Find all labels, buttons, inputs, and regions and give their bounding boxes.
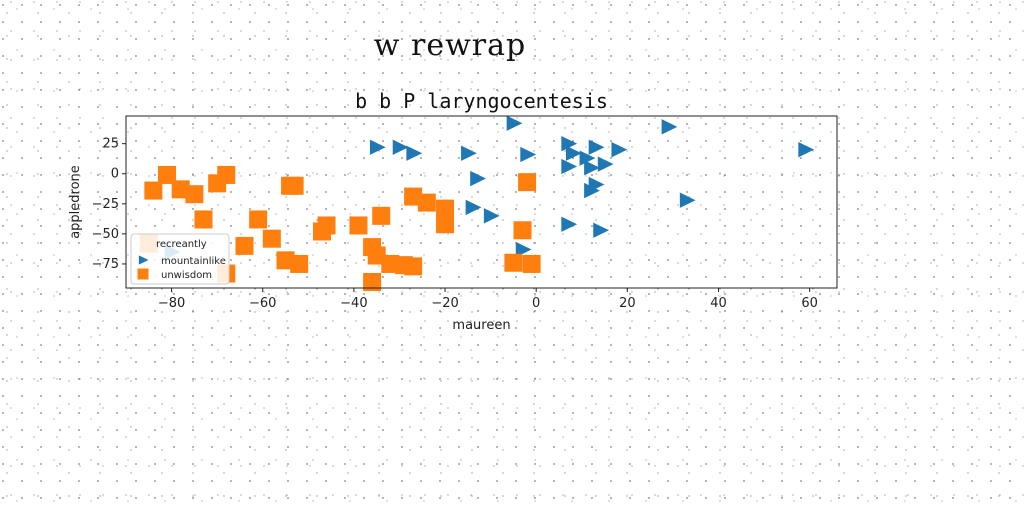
square-point xyxy=(436,215,455,234)
square-point xyxy=(158,165,177,184)
plot-frame xyxy=(125,115,838,289)
square-point xyxy=(194,210,213,229)
triangle-point xyxy=(584,160,600,176)
square-point xyxy=(262,229,281,248)
triangle-point xyxy=(565,145,582,161)
square-point xyxy=(367,246,386,265)
square-point xyxy=(436,199,455,218)
square-point xyxy=(417,193,436,212)
square-point xyxy=(235,236,254,255)
x-tick-label: 0 xyxy=(532,296,540,311)
y-tick-label: −50 xyxy=(92,227,119,242)
square-point xyxy=(513,221,532,240)
x-tick-label: 20 xyxy=(619,296,636,311)
square-point xyxy=(404,257,423,276)
legend-marker xyxy=(138,255,149,265)
square-point xyxy=(381,254,400,273)
x-tick-label: 40 xyxy=(710,296,727,311)
square-point xyxy=(522,254,541,273)
square-point xyxy=(518,173,537,192)
triangle-point xyxy=(579,150,596,166)
legend-entry: mountainlike xyxy=(161,256,226,267)
legend-entry: unwisdom xyxy=(161,270,212,281)
triangle-point xyxy=(798,142,815,158)
legend-marker xyxy=(137,268,149,280)
triangle-point xyxy=(461,145,477,161)
square-point xyxy=(285,176,304,195)
triangle-point xyxy=(406,145,423,161)
triangle-point xyxy=(584,182,600,199)
x-tick-label: −20 xyxy=(431,296,458,311)
triangle-point xyxy=(611,142,628,158)
triangle-point xyxy=(506,115,523,131)
legend: recreantly mountainlike unwisdom xyxy=(130,233,230,285)
square-point xyxy=(363,272,382,291)
square-point xyxy=(372,206,391,225)
triangle-point xyxy=(588,139,605,155)
triangle-point xyxy=(561,158,578,175)
square-point xyxy=(144,181,163,200)
square-point xyxy=(290,254,309,273)
legend-box xyxy=(130,233,230,285)
y-tick-label: −75 xyxy=(92,257,119,272)
triangle-point xyxy=(561,216,578,232)
legend-title: recreantly xyxy=(156,239,207,250)
y-tick-label: −25 xyxy=(92,197,119,212)
square-point xyxy=(504,253,523,272)
square-point xyxy=(249,210,268,229)
square-point xyxy=(185,185,204,204)
x-axis-label: maureen xyxy=(452,318,510,333)
square-point xyxy=(171,180,190,199)
triangle-point xyxy=(465,199,482,216)
triangle-point xyxy=(392,139,409,155)
triangle-point xyxy=(520,146,537,163)
square-point xyxy=(349,216,368,235)
triangle-point xyxy=(661,119,678,135)
square-point xyxy=(208,174,227,193)
x-tick-label: 60 xyxy=(801,296,818,311)
x-tick-label: −60 xyxy=(249,296,276,311)
triangle-point xyxy=(593,222,609,238)
triangle-point xyxy=(561,136,578,152)
square-point xyxy=(404,187,423,206)
axis-ticks: −80 −60 −40 −20 0 20 40 60 25 0 −25 −50 −75 xyxy=(92,137,818,311)
square-point xyxy=(312,222,331,241)
y-axis-label: appledrone xyxy=(68,165,83,239)
triangle-point xyxy=(679,192,696,208)
x-tick-label: −40 xyxy=(340,296,367,311)
chart-marks xyxy=(139,115,815,291)
x-tick-label: −80 xyxy=(158,296,185,311)
y-tick-label: 0 xyxy=(111,167,119,182)
triangle-point xyxy=(470,170,486,187)
triangle-point xyxy=(369,139,386,155)
triangle-point xyxy=(483,208,500,224)
triangle-point xyxy=(515,241,532,258)
figure-title: w rewrap xyxy=(373,28,527,63)
y-tick-label: 25 xyxy=(102,137,119,152)
square-point xyxy=(276,251,295,270)
chart-title: b b P laryngocentesis xyxy=(355,89,608,113)
triangle-point xyxy=(597,156,614,172)
